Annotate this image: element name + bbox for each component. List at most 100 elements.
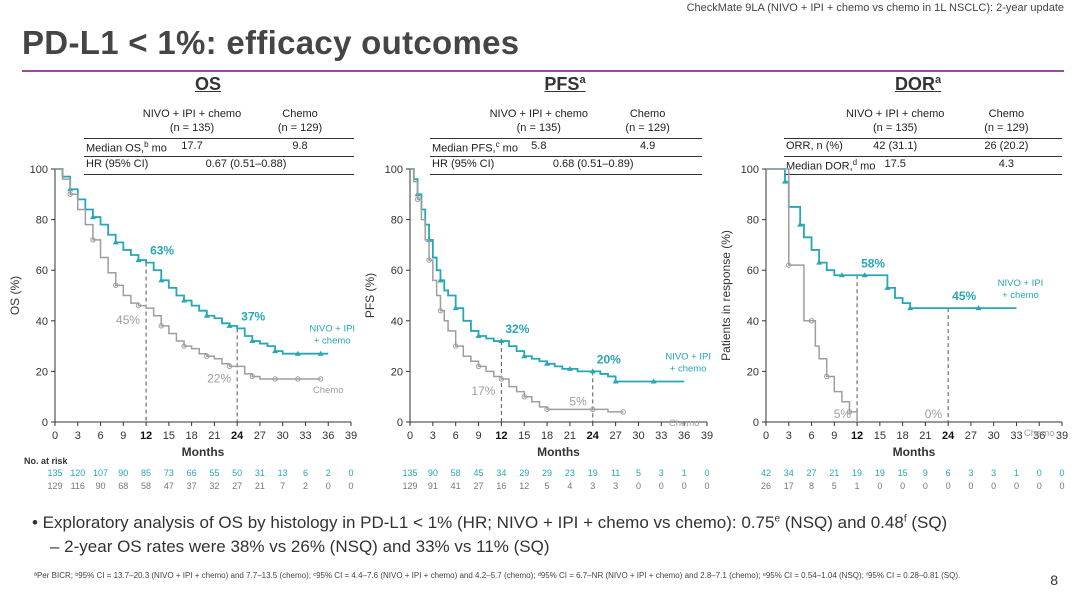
risk-label: No. at risk	[24, 456, 68, 466]
x-axis-label: Months	[182, 445, 225, 459]
censor-mark	[566, 365, 573, 371]
risk-count-chemo: 3	[613, 481, 619, 491]
risk-count-chemo: 4	[567, 481, 573, 491]
censor-mark	[135, 257, 142, 263]
x-tick-label: 36	[1033, 430, 1045, 442]
title-divider	[22, 70, 1064, 72]
risk-count-nivo: 58	[450, 468, 461, 478]
x-tick-label: 27	[965, 430, 977, 442]
y-tick-label: 40	[36, 316, 48, 328]
censor-mark	[544, 360, 551, 366]
row-value-2: 4.3	[998, 158, 1015, 170]
risk-count-chemo: 68	[118, 481, 129, 491]
study-note: CheckMate 9LA (NIVO + IPI + chemo vs che…	[686, 2, 1064, 14]
col2-header: Chemo (n = 129)	[625, 108, 670, 134]
x-tick-label: 33	[299, 430, 311, 442]
risk-count-chemo: 16	[496, 481, 507, 491]
risk-count-nivo: 34	[783, 468, 794, 478]
risk-count-chemo: 41	[450, 481, 461, 491]
risk-count-chemo: 0	[325, 481, 331, 491]
y-tick-label: 0	[753, 417, 759, 429]
risk-count-chemo: 0	[922, 481, 928, 491]
risk-count-chemo: 3	[590, 481, 596, 491]
series-line-chemo	[766, 168, 858, 422]
risk-count-nivo: 45	[473, 468, 484, 478]
col1-header: NIVO + IPI + chemo (n = 135)	[142, 108, 242, 134]
x-tick-label: 12	[851, 430, 863, 442]
risk-count-chemo: 0	[635, 481, 641, 491]
censor-mark	[861, 272, 868, 278]
x-tick-label: 36	[322, 430, 334, 442]
y-axis-label: OS (%)	[8, 276, 22, 315]
censor-mark	[317, 350, 324, 356]
row-value-2: 26 (20.2)	[984, 140, 1029, 152]
censor-mark	[249, 373, 256, 380]
censor-mark	[437, 277, 444, 283]
series-line-nivo	[55, 168, 329, 355]
censor-mark	[135, 302, 142, 309]
risk-count-nivo: 42	[760, 468, 771, 478]
row-value-1: 42 (31.1)	[873, 140, 918, 152]
table-rule	[84, 174, 354, 175]
risk-count-nivo: 9	[922, 468, 928, 478]
series-line-chemo	[410, 168, 624, 413]
risk-count-nivo: 85	[141, 468, 152, 478]
risk-count-nivo: 6	[945, 468, 951, 478]
risk-count-chemo: 0	[681, 481, 687, 491]
x-tick-label: 6	[808, 430, 814, 442]
y-tick-label: 80	[391, 215, 403, 227]
table-rule	[784, 174, 1062, 175]
annotation-chemo: 17%	[471, 384, 495, 398]
y-tick-label: 60	[747, 265, 759, 277]
risk-count-chemo: 90	[95, 481, 106, 491]
footnote: ªPer BICR; ᵇ95% CI = 13.7–20.3 (NIVO + I…	[34, 571, 961, 580]
x-tick-label: 36	[678, 430, 690, 442]
censor-mark	[975, 305, 982, 311]
risk-count-chemo: 0	[1059, 481, 1065, 491]
risk-count-chemo: 0	[704, 481, 710, 491]
risk-count-nivo: 90	[427, 468, 438, 478]
risk-count-nivo: 5	[635, 468, 641, 478]
risk-count-nivo: 31	[254, 468, 265, 478]
row-value-1: 17.7	[181, 140, 203, 152]
risk-count-chemo: 2	[302, 481, 308, 491]
series-line-nivo	[410, 168, 685, 383]
series-label-chemo: Chemo	[1024, 428, 1055, 439]
risk-count-nivo: 34	[496, 468, 507, 478]
x-tick-label: 6	[97, 430, 103, 442]
x-tick-label: 21	[919, 430, 931, 442]
risk-count-chemo: 37	[186, 481, 197, 491]
risk-count-chemo: 27	[473, 481, 484, 491]
x-tick-label: 3	[430, 430, 436, 442]
risk-count-nivo: 29	[542, 468, 553, 478]
annotation-chemo: 22%	[207, 371, 231, 385]
censor-mark	[294, 350, 301, 356]
censor-mark	[426, 257, 432, 263]
risk-count-chemo: 91	[427, 481, 438, 491]
risk-count-nivo: 0	[704, 468, 710, 478]
annotation-chemo: 5%	[569, 394, 587, 408]
risk-count-chemo: 26	[760, 481, 771, 491]
series-label-nivo: + chemo	[314, 336, 351, 347]
risk-count-nivo: 19	[874, 468, 885, 478]
risk-count-nivo: 135	[402, 468, 418, 478]
x-tick-label: 21	[564, 430, 576, 442]
x-tick-label: 30	[277, 430, 289, 442]
row-label: Median PFS,c mo	[432, 140, 518, 155]
risk-count-nivo: 73	[163, 468, 174, 478]
censor-mark	[89, 214, 96, 220]
risk-count-nivo: 55	[209, 468, 220, 478]
series-line-nivo	[766, 168, 1017, 310]
series-label-chemo: Chemo	[313, 385, 344, 396]
x-tick-label: 30	[632, 430, 644, 442]
risk-count-chemo: 8	[809, 481, 815, 491]
y-tick-label: 100	[30, 164, 48, 176]
censor-mark	[498, 376, 505, 382]
risk-count-nivo: 19	[587, 468, 598, 478]
row-label: Median DOR,d mo	[786, 158, 876, 173]
risk-count-chemo: 129	[47, 481, 63, 491]
risk-count-chemo: 0	[968, 481, 974, 491]
col1-header: NIVO + IPI + chemo (n = 135)	[845, 108, 945, 134]
x-tick-label: 3	[75, 430, 81, 442]
x-tick-label: 6	[453, 430, 459, 442]
